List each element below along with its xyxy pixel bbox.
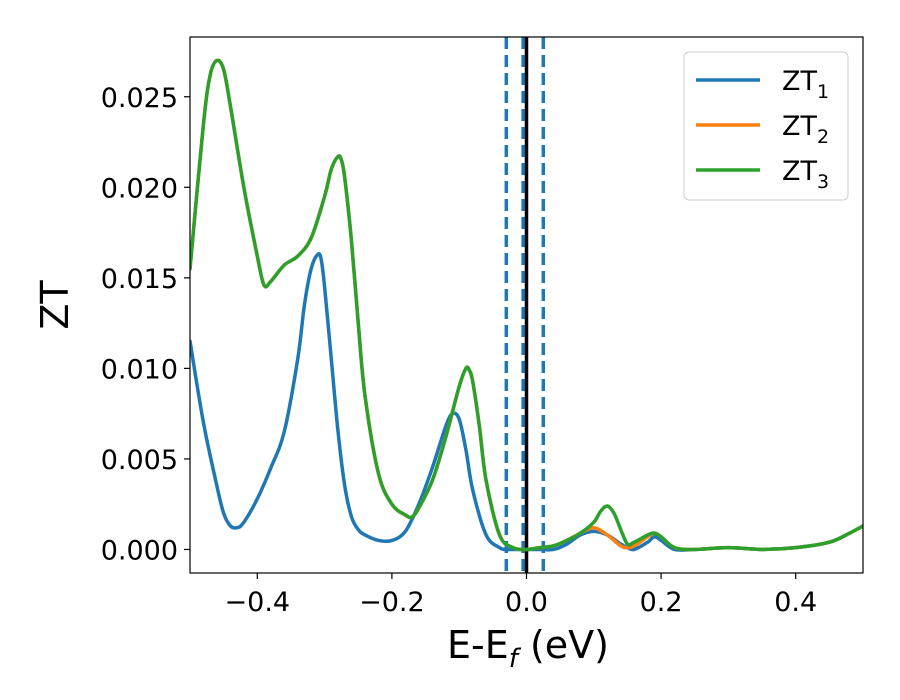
series-line-zt3	[190, 58, 863, 552]
legend-label-zt1: ZT1	[782, 66, 829, 103]
x-tick-label: 0.0	[505, 587, 548, 618]
y-tick-label: 0.010	[101, 354, 178, 385]
reference-lines	[504, 37, 546, 573]
y-axis-label: ZT	[33, 280, 77, 330]
series-lines	[190, 58, 863, 552]
y-tick-label: 0.015	[101, 264, 178, 295]
x-tick-label: −0.2	[359, 587, 425, 618]
y-tick-label: 0.000	[101, 535, 178, 566]
y-tick-label: 0.005	[101, 445, 178, 476]
y-axis-ticks: 0.000 0.005 0.010 0.015 0.020 0.025	[101, 83, 190, 566]
legend-frame	[683, 51, 849, 201]
x-tick-label: 0.2	[640, 587, 683, 618]
x-axis-ticks: −0.4 −0.2 0.0 0.2 0.4	[225, 573, 817, 618]
y-tick-label: 0.020	[101, 173, 178, 204]
x-axis-label: E-Ef (eV)	[447, 623, 609, 674]
y-tick-label: 0.025	[101, 83, 178, 114]
x-tick-label: 0.4	[774, 587, 817, 618]
legend-label-zt2: ZT2	[782, 111, 829, 148]
legend-label-zt3: ZT3	[782, 156, 829, 193]
legend: ZT1 ZT2 ZT3	[683, 51, 849, 201]
x-tick-label: −0.4	[225, 587, 291, 618]
